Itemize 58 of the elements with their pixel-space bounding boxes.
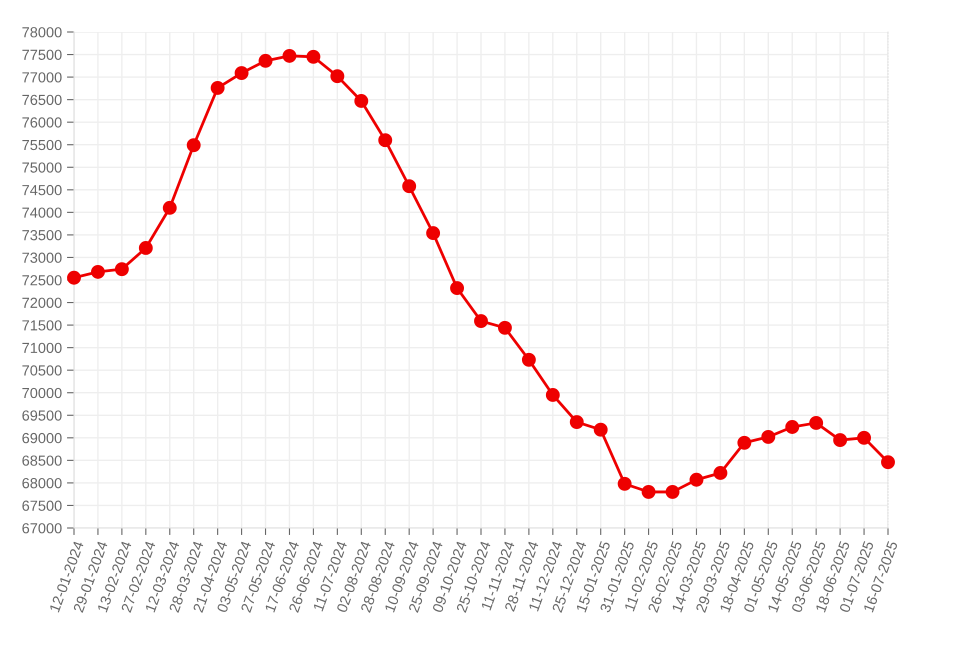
point (546, 388, 560, 402)
point (90, 264, 105, 279)
y-tick-label: 70000 (22, 388, 62, 398)
y-tick-label: 69500 (22, 410, 62, 421)
point (67, 270, 81, 285)
point (642, 484, 656, 499)
point (306, 50, 320, 64)
point (450, 281, 464, 296)
point (114, 262, 129, 276)
y-tick-label: 71000 (22, 342, 62, 354)
point (498, 320, 512, 335)
point (761, 430, 776, 444)
y-tick-label: 71500 (22, 320, 62, 331)
y-tick-label: 78000 (22, 27, 62, 38)
point (666, 484, 680, 499)
y-tick-label: 74000 (22, 207, 62, 218)
y-tick-label: 72000 (22, 298, 62, 308)
point (258, 54, 272, 68)
y-tick-label: 73000 (22, 252, 62, 263)
point (378, 133, 392, 148)
y-tick-label: 68000 (22, 478, 62, 488)
point (330, 69, 344, 84)
point (234, 66, 249, 80)
y-tick-label: 76000 (22, 117, 62, 128)
y-tick-label: 70500 (22, 365, 62, 376)
point (785, 420, 800, 434)
point (282, 48, 296, 63)
point (354, 94, 368, 108)
y-tick-label: 77500 (22, 50, 62, 60)
point (570, 415, 584, 429)
y-tick-label: 67000 (22, 523, 62, 534)
point (809, 416, 824, 430)
point (522, 352, 536, 367)
point (618, 476, 632, 491)
y-tick-label: 69000 (22, 432, 62, 444)
point (833, 433, 848, 448)
point (138, 241, 153, 255)
point (402, 179, 416, 194)
point (474, 314, 488, 328)
point (690, 472, 704, 487)
y-tick-label: 73500 (22, 230, 62, 240)
y-tick-label: 77000 (22, 72, 62, 83)
y-tick-label: 75500 (22, 140, 62, 150)
point (857, 430, 872, 445)
point (162, 200, 177, 215)
y-tick-label: 74500 (22, 184, 62, 196)
point (737, 436, 752, 450)
y-tick-label: 68500 (22, 455, 62, 466)
y-tick-label: 67500 (22, 500, 62, 511)
y-tick-label: 72500 (22, 275, 62, 286)
point (210, 80, 225, 95)
point (186, 138, 201, 152)
point (713, 466, 728, 480)
point (594, 422, 608, 437)
y-tick-label: 76500 (22, 94, 62, 106)
point (426, 226, 440, 240)
y-tick-label: 75000 (22, 162, 62, 173)
point (881, 455, 895, 470)
